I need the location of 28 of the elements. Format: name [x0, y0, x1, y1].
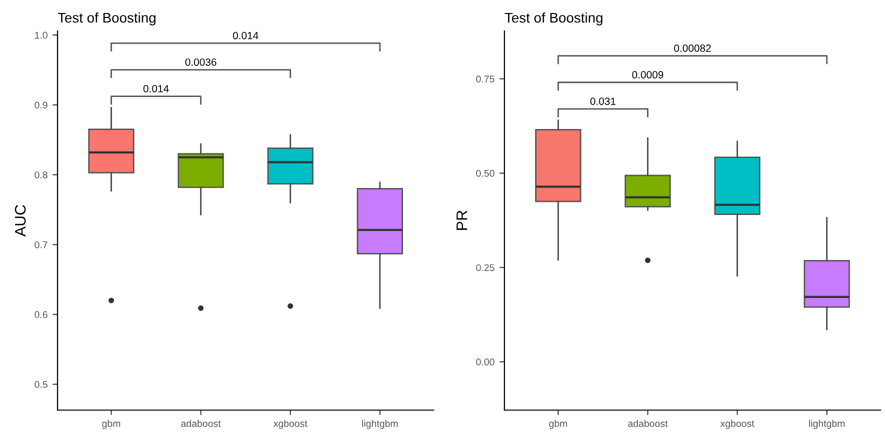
chart-title: Test of Boosting [58, 12, 156, 26]
x-tick-label: xgboost [720, 420, 754, 429]
y-tick-label: 0.6 [34, 311, 48, 318]
annotation: 0.0009 [632, 71, 664, 78]
annotation: 0.0036 [185, 58, 216, 66]
y-tick-label: 0.5 [34, 381, 48, 388]
x-tick-label: gbm [102, 420, 120, 429]
x-tick-label: adaboost [628, 420, 668, 427]
annotation: 0.014 [143, 84, 169, 92]
y-axis-title: AUC [14, 204, 26, 237]
x-tick-label: lightgbm [362, 420, 398, 429]
x-tick-label: gbm [549, 420, 567, 429]
x-tick-label: xgboost [273, 420, 308, 429]
x-tick-label: lightgbm [809, 420, 845, 429]
y-tick-label: 1.0 [35, 32, 48, 39]
y-axis-title: PR [456, 210, 468, 230]
y-tick-label: 0.00 [476, 358, 494, 366]
annotation: 0.031 [590, 98, 616, 105]
chart-title: Test of Boosting [504, 12, 602, 26]
annotation: 0.00082 [674, 44, 711, 52]
x-tick-label: adaboost [181, 420, 221, 427]
y-tick-label: 0.25 [476, 264, 494, 272]
annotation: 0.014 [232, 32, 258, 40]
y-tick-label: 0.9 [34, 102, 48, 109]
y-tick-label: 0.7 [34, 241, 48, 248]
y-tick-label: 0.50 [476, 170, 494, 177]
y-tick-label: 0.8 [34, 171, 48, 178]
y-tick-label: 0.75 [476, 76, 494, 82]
